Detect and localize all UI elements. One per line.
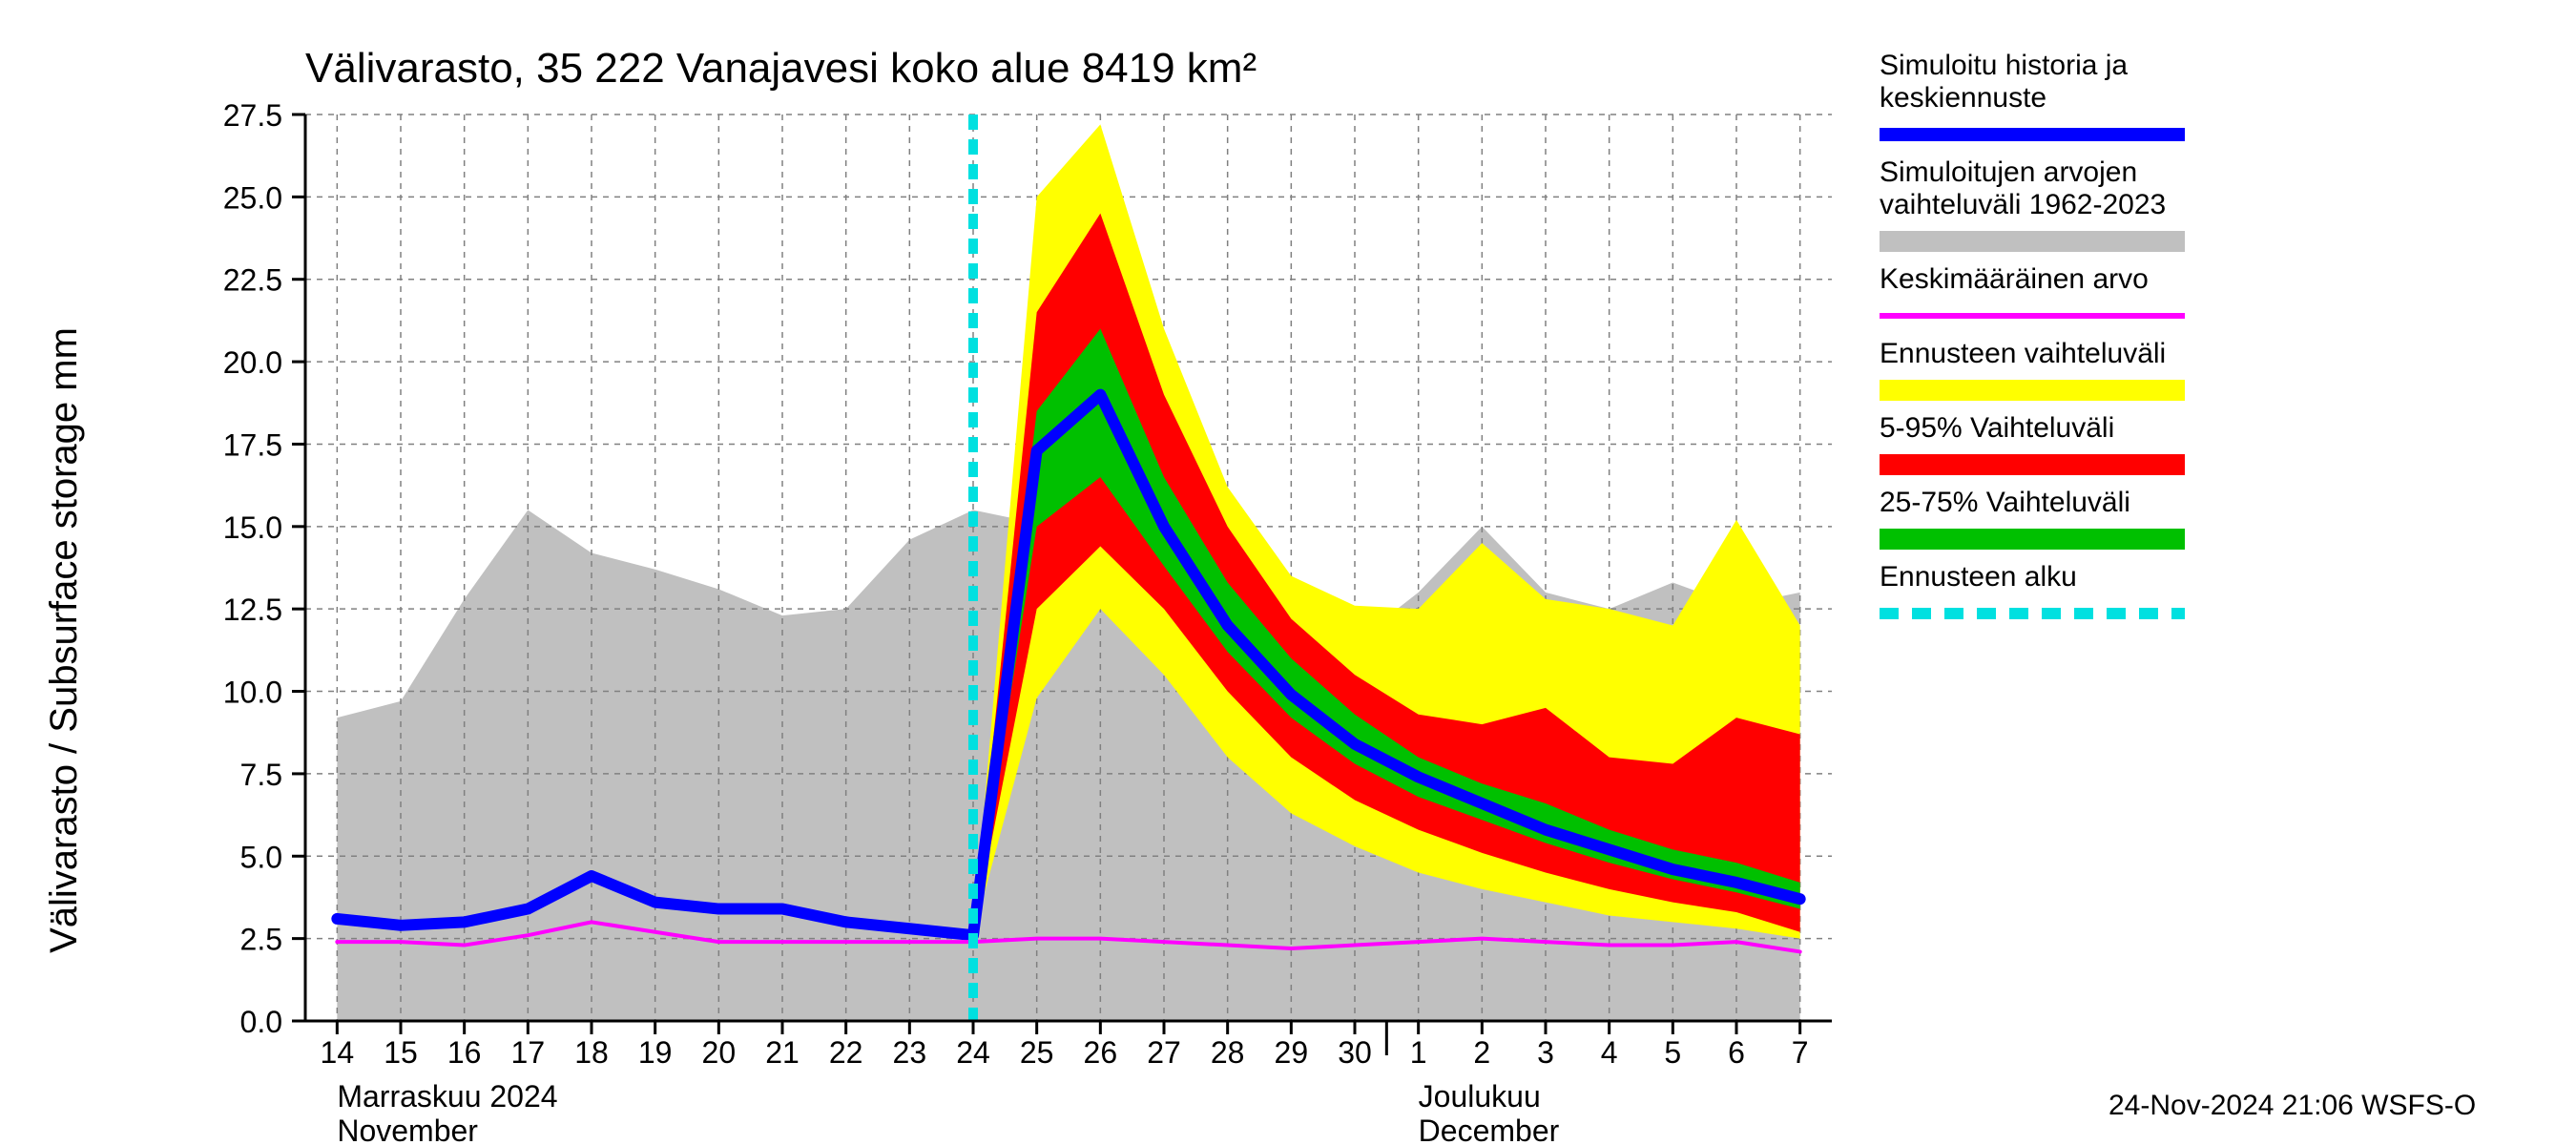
x-tick-label: 6 [1728, 1035, 1745, 1070]
y-tick-label: 5.0 [240, 840, 282, 874]
footer-timestamp: 24-Nov-2024 21:06 WSFS-O [2109, 1090, 2476, 1121]
legend-label: keskiennuste [1880, 82, 2046, 114]
legend-label: 25-75% Vaihteluväli [1880, 487, 2130, 518]
x-tick-label: 26 [1084, 1035, 1118, 1070]
y-tick-label: 25.0 [223, 180, 282, 215]
legend-label: 5-95% Vaihteluväli [1880, 412, 2114, 444]
month-label: Joulukuu [1419, 1079, 1541, 1114]
legend-swatch [1880, 380, 2185, 401]
x-tick-label: 4 [1601, 1035, 1618, 1070]
chart-title: Välivarasto, 35 222 Vanajavesi koko alue… [305, 45, 1257, 92]
x-tick-label: 3 [1537, 1035, 1554, 1070]
x-tick-label: 23 [893, 1035, 927, 1070]
x-tick-label: 16 [447, 1035, 482, 1070]
y-tick-label: 2.5 [240, 923, 282, 957]
x-tick-label: 7 [1792, 1035, 1809, 1070]
x-tick-label: 29 [1275, 1035, 1309, 1070]
x-tick-label: 15 [384, 1035, 418, 1070]
x-tick-label: 14 [321, 1035, 355, 1070]
x-tick-label: 5 [1664, 1035, 1681, 1070]
x-tick-label: 24 [956, 1035, 990, 1070]
x-tick-label: 1 [1410, 1035, 1427, 1070]
x-tick-label: 17 [511, 1035, 546, 1070]
x-tick-label: 30 [1338, 1035, 1372, 1070]
x-tick-label: 20 [702, 1035, 737, 1070]
y-tick-label: 10.0 [223, 676, 282, 710]
y-axis-label: Välivarasto / Subsurface storage mm [43, 327, 85, 953]
legend-label: Keskimääräinen arvo [1880, 263, 2149, 295]
y-tick-label: 27.5 [223, 98, 282, 133]
y-tick-label: 7.5 [240, 758, 282, 792]
x-tick-label: 18 [574, 1035, 609, 1070]
month-label: December [1419, 1114, 1560, 1145]
y-tick-label: 0.0 [240, 1005, 282, 1039]
legend-swatch [1880, 529, 2185, 550]
y-tick-label: 15.0 [223, 510, 282, 545]
month-label: Marraskuu 2024 [337, 1079, 557, 1114]
legend-label: Simuloitujen arvojen [1880, 156, 2137, 188]
legend-label: vaihteluväli 1962-2023 [1880, 189, 2166, 220]
y-tick-label: 17.5 [223, 427, 282, 462]
x-tick-label: 21 [765, 1035, 800, 1070]
x-tick-label: 2 [1473, 1035, 1490, 1070]
x-tick-label: 22 [829, 1035, 863, 1070]
x-tick-label: 27 [1147, 1035, 1181, 1070]
month-label: November [337, 1114, 478, 1145]
legend-label: Ennusteen vaihteluväli [1880, 338, 2166, 369]
legend-label: Ennusteen alku [1880, 561, 2077, 593]
x-tick-label: 28 [1211, 1035, 1245, 1070]
x-tick-label: 19 [638, 1035, 673, 1070]
legend-swatch [1880, 231, 2185, 252]
y-tick-label: 12.5 [223, 593, 282, 627]
legend-label: Simuloitu historia ja [1880, 50, 2128, 81]
y-tick-label: 20.0 [223, 345, 282, 380]
legend-swatch [1880, 454, 2185, 475]
x-tick-label: 25 [1020, 1035, 1054, 1070]
y-tick-label: 22.5 [223, 263, 282, 298]
chart-root: 0.0 2.5 5.0 7.5 10.0 12.5 15.0 17.5 20.0 22.5 25.0… [0, 0, 2576, 1145]
